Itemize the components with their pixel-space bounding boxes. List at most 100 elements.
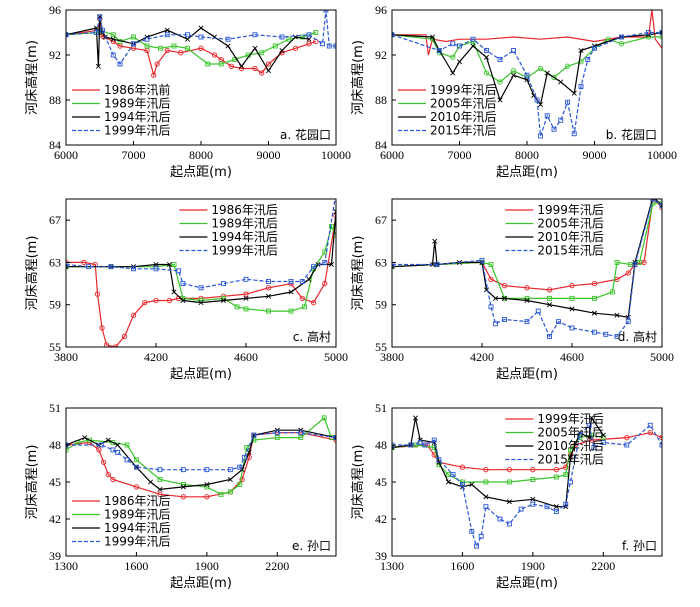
x-tick-label: 9000 [257, 148, 281, 162]
data-point [429, 262, 436, 268]
data-point [422, 442, 428, 448]
data-point [591, 280, 598, 287]
legend-label: 2010年汛后 [430, 110, 497, 124]
data-point [567, 454, 573, 460]
series-line [392, 422, 662, 549]
data-point [157, 467, 163, 473]
data-point [610, 289, 615, 295]
legend-label: 2015年汛后 [537, 244, 604, 258]
data-point [650, 199, 656, 202]
data-point [577, 432, 583, 438]
data-point [81, 259, 87, 266]
data-point [538, 133, 543, 139]
y-tick-label: 48 [49, 438, 61, 452]
data-point [650, 199, 656, 200]
panel-label: b. 花园口 [606, 127, 657, 142]
data-point [157, 477, 163, 482]
data-point [265, 293, 272, 299]
data-point [647, 430, 653, 436]
y-tick-label: 39 [49, 549, 61, 563]
data-point [592, 329, 597, 335]
x-tick-label: 3800 [54, 350, 78, 364]
data-point [563, 464, 569, 470]
y-tick-label: 45 [375, 475, 387, 489]
data-point [569, 306, 575, 312]
data-point [153, 297, 159, 304]
data-point [244, 445, 250, 450]
series-line [66, 16, 319, 78]
data-point [502, 317, 507, 322]
series-path [392, 424, 662, 548]
data-point [586, 435, 592, 441]
y-tick-label: 39 [375, 549, 387, 563]
data-point [180, 484, 186, 490]
data-point [625, 319, 631, 325]
data-point [87, 437, 92, 443]
data-point [321, 415, 327, 421]
x-tick-label: 10000 [647, 148, 677, 162]
data-point [158, 45, 163, 51]
data-point [417, 437, 423, 443]
legend-label: 2015年汛后 [430, 124, 497, 138]
data-point [432, 238, 438, 244]
data-point [288, 289, 294, 295]
data-point [238, 63, 245, 69]
data-point [66, 442, 69, 448]
data-point [544, 504, 550, 510]
y-tick-label: 92 [49, 48, 61, 62]
series-line [392, 200, 662, 301]
data-point [659, 202, 662, 208]
data-point [184, 36, 191, 42]
data-point [450, 41, 456, 47]
plot-frame [391, 407, 663, 557]
data-point [218, 491, 224, 497]
data-point [470, 43, 476, 49]
data-point [265, 68, 272, 74]
data-point [166, 297, 173, 304]
legend-label: 2005年汛后 [430, 97, 497, 111]
series-path [66, 10, 336, 66]
data-point [157, 486, 163, 492]
data-point [553, 509, 559, 515]
data-point [115, 442, 121, 448]
data-point [171, 289, 177, 295]
y-tick-label: 92 [375, 48, 387, 62]
data-point [530, 501, 536, 507]
data-point [628, 262, 633, 267]
y-tick-label: 96 [49, 3, 61, 17]
data-point [288, 308, 294, 314]
legend-label: 1986年汛后 [104, 494, 171, 508]
data-point [171, 43, 177, 49]
data-point [299, 279, 305, 284]
data-point [632, 262, 638, 267]
plot-frame [391, 198, 663, 348]
data-point [110, 447, 116, 453]
x-tick-label: 8000 [515, 148, 539, 162]
data-point [133, 457, 139, 463]
y-tick-label: 55 [375, 340, 387, 354]
y-tick-label: 55 [49, 340, 61, 354]
x-tick-label: 5000 [324, 350, 348, 364]
data-point [614, 312, 620, 318]
legend-label: 2005年汛后 [537, 217, 604, 231]
series-path [66, 429, 336, 491]
data-point [198, 45, 204, 51]
data-point [131, 34, 136, 40]
data-point [506, 467, 513, 473]
data-point [551, 74, 557, 81]
data-point [530, 496, 536, 502]
data-point [97, 14, 103, 20]
y-tick-label: 63 [375, 255, 387, 269]
panel-2: 6000 7000 8000 9000 10000 84 88 92 96 起点距(m) 河床高程(… [350, 3, 677, 180]
y-tick-label: 51 [49, 401, 61, 415]
data-point [484, 48, 489, 53]
data-point [225, 43, 231, 49]
data-point [115, 449, 121, 455]
data-point [99, 27, 105, 33]
data-point [98, 442, 104, 448]
x-axis-label: 起点距(m) [170, 367, 232, 382]
panel-4: 3800 4200 4600 5000 55 59 63 67 起点距(m) 河床高程(m) d. … [350, 198, 674, 382]
data-point [259, 50, 265, 56]
data-point [105, 471, 111, 478]
